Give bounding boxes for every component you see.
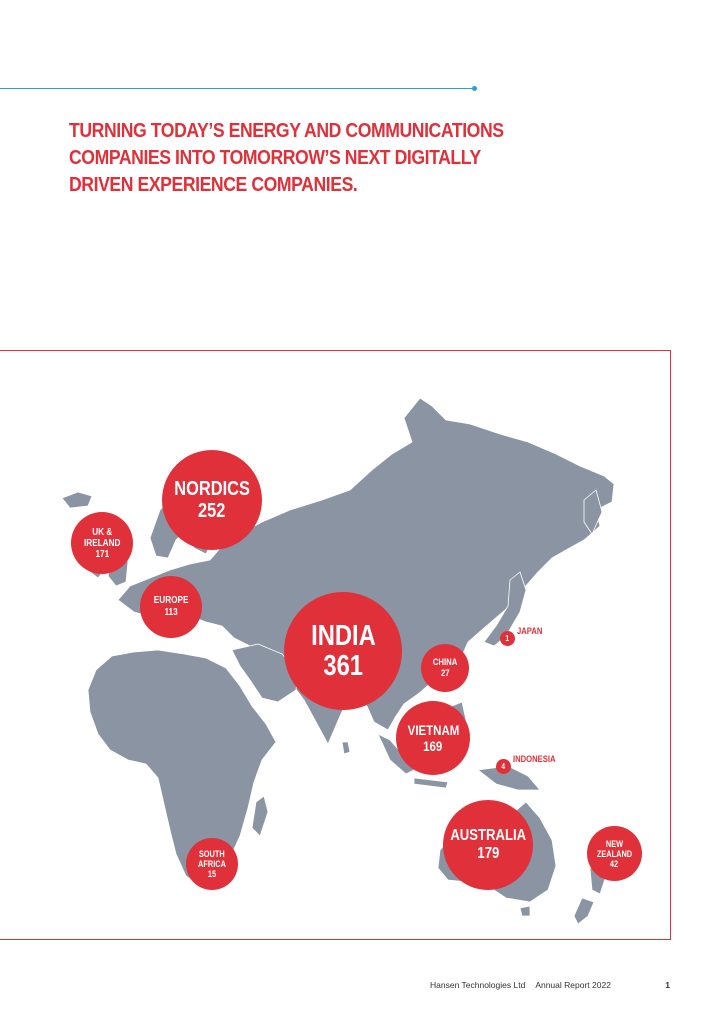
china-name: CHINA xyxy=(432,657,458,668)
india-value: 361 xyxy=(323,650,363,682)
headline-line-2: COMPANIES INTO TOMORROW’S NEXT DIGITALLY xyxy=(69,146,481,169)
uk-ireland-bubble: UK & IRELAND 171 xyxy=(71,512,133,574)
indonesia-label: INDONESIA xyxy=(513,754,556,764)
europe-value: 113 xyxy=(164,607,178,618)
new-zealand-name-2: ZEALAND xyxy=(596,848,633,859)
footer-company: Hansen Technologies Ltd xyxy=(430,980,526,990)
sri-lanka-shape xyxy=(341,741,351,755)
uk-ireland-value: 171 xyxy=(95,548,109,560)
australia-name: AUSTRALIA xyxy=(450,827,526,844)
new-zealand-bubble: NEW ZEALAND 42 xyxy=(587,826,642,881)
top-rule-dot xyxy=(472,86,477,91)
vietnam-name: VIETNAM xyxy=(407,722,459,738)
map-frame xyxy=(0,350,671,940)
iceland-shape xyxy=(61,491,93,509)
india-name: INDIA xyxy=(310,620,376,652)
europe-name: EUROPE xyxy=(153,595,189,606)
europe-bubble: EUROPE 113 xyxy=(140,576,202,638)
indonesia-bubble: 4 xyxy=(496,759,511,774)
south-africa-bubble: SOUTH AFRICA 15 xyxy=(186,838,238,890)
page-footer: Hansen Technologies Ltd Annual Report 20… xyxy=(430,980,670,990)
uk-ireland-name-2: IRELAND xyxy=(83,537,121,549)
nordics-name: NORDICS xyxy=(174,478,250,500)
south-africa-name-2: AFRICA xyxy=(198,859,226,869)
japan-bubble: 1 xyxy=(500,631,515,646)
nordics-value: 252 xyxy=(198,500,226,522)
africa-shape xyxy=(87,649,277,887)
vietnam-bubble: VIETNAM 169 xyxy=(396,701,470,775)
china-bubble: CHINA 27 xyxy=(421,644,469,692)
south-africa-value: 15 xyxy=(207,869,217,879)
headline: TURNING TODAY’S ENERGY AND COMMUNICATION… xyxy=(69,117,504,198)
world-map xyxy=(61,397,615,925)
japan-label: JAPAN xyxy=(517,626,543,636)
india-bubble: INDIA 361 xyxy=(284,592,402,710)
tasmania-shape xyxy=(519,905,531,917)
vietnam-value: 169 xyxy=(423,738,443,754)
arabia-shape xyxy=(231,643,299,703)
kamchatka-shape xyxy=(583,489,603,535)
headline-line-3: DRIVEN EXPERIENCE COMPANIES. xyxy=(69,173,358,196)
top-rule xyxy=(0,88,474,89)
australia-bubble: AUSTRALIA 179 xyxy=(443,800,533,890)
china-value: 27 xyxy=(440,668,450,679)
nz-south-shape xyxy=(573,897,595,925)
australia-value: 179 xyxy=(477,845,499,862)
japan-value: 1 xyxy=(505,634,510,643)
madagascar-shape xyxy=(251,795,269,837)
new-zealand-name-1: NEW xyxy=(605,838,624,849)
new-zealand-value: 42 xyxy=(610,858,619,869)
south-africa-name-1: SOUTH xyxy=(199,849,225,859)
headline-line-1: TURNING TODAY’S ENERGY AND COMMUNICATION… xyxy=(69,119,504,142)
nordics-bubble: NORDICS 252 xyxy=(162,450,262,550)
indonesia-value: 4 xyxy=(501,762,506,771)
uk-ireland-name-1: UK & xyxy=(91,526,113,538)
footer-report: Annual Report 2022 xyxy=(535,980,611,990)
java-shape xyxy=(413,777,449,789)
page-number: 1 xyxy=(665,980,670,990)
